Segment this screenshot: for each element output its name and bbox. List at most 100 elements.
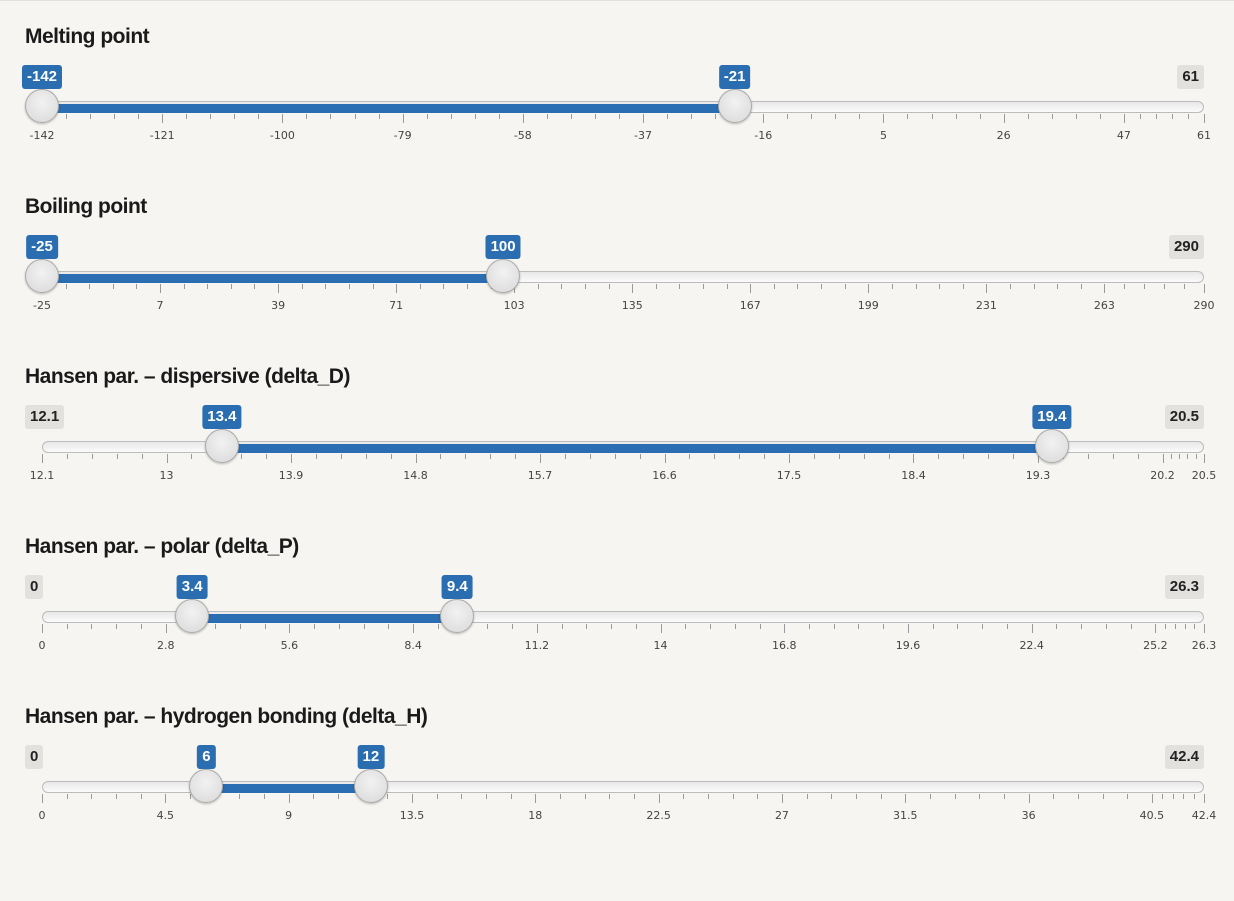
slider-range-fill <box>192 614 458 623</box>
tick-label: 26 <box>996 129 1011 142</box>
tick-label: 263 <box>1093 299 1115 312</box>
minor-tick-mark <box>585 794 586 799</box>
tick-label: 8.4 <box>404 639 422 652</box>
tick-mark <box>523 114 524 123</box>
minor-tick-mark <box>186 114 187 119</box>
tick-mark <box>1032 624 1033 633</box>
minor-tick-mark <box>264 794 265 799</box>
max-value-badge: 42.4 <box>1164 745 1204 769</box>
minor-tick-mark <box>1103 794 1104 799</box>
minor-tick-mark <box>933 624 934 629</box>
minor-tick-mark <box>1078 794 1079 799</box>
range-handle-from[interactable] <box>204 429 239 463</box>
minor-tick-mark <box>1081 284 1082 289</box>
tick-label: 0 <box>38 809 46 822</box>
tick-label: 22.4 <box>1019 639 1044 652</box>
minor-tick-mark <box>1162 794 1163 799</box>
minor-tick-mark <box>314 624 315 629</box>
minor-tick-mark <box>634 794 635 799</box>
tick-label: 0 <box>38 639 46 652</box>
tick-mark <box>165 794 166 803</box>
minor-tick-mark <box>979 794 980 799</box>
tick-mark <box>908 624 909 633</box>
tick-mark <box>416 454 417 463</box>
minor-tick-mark <box>562 624 563 629</box>
tick-label: 290 <box>1193 299 1215 312</box>
tick-mark <box>540 454 541 463</box>
tick-label: 4.5 <box>156 809 175 822</box>
minor-tick-mark <box>265 624 266 629</box>
tick-label: 25.2 <box>1143 639 1168 652</box>
range-handle-to[interactable] <box>486 259 521 293</box>
minor-tick-mark <box>1196 454 1197 459</box>
minor-tick-mark <box>511 794 512 799</box>
tick-mark <box>1204 454 1205 463</box>
minor-tick-mark <box>1194 794 1195 799</box>
range-handle-to[interactable] <box>440 599 475 633</box>
minor-tick-mark <box>956 114 957 119</box>
from-value-badge: 6 <box>197 745 216 769</box>
minor-tick-mark <box>306 114 307 119</box>
minor-tick-mark <box>487 624 488 629</box>
tick-label: 42.4 <box>1191 809 1217 822</box>
slider-label: Melting point <box>25 25 150 48</box>
tick-label: 16.6 <box>652 469 677 482</box>
minor-tick-mark <box>240 624 241 629</box>
tick-mark <box>413 624 414 633</box>
minor-tick-mark <box>1052 114 1053 119</box>
slider-hansen-dispersive: Hansen par. – dispersive (delta_D) 12.1 20… <box>0 365 1234 515</box>
minor-tick-mark <box>883 624 884 629</box>
range-handle-from[interactable] <box>175 599 210 633</box>
minor-tick-mark <box>467 284 468 289</box>
minor-tick-mark <box>988 454 989 459</box>
minor-tick-mark <box>683 794 684 799</box>
minor-tick-mark <box>636 624 637 629</box>
tick-label: -142 <box>29 129 55 142</box>
minor-tick-mark <box>1056 624 1057 629</box>
range-handle-from[interactable] <box>25 89 59 123</box>
tick-mark <box>166 624 167 633</box>
slider-melting-point: Melting point 61 -142 -121 -100 -79 -58 -37 -16 5… <box>0 25 1234 175</box>
tick-mark <box>537 624 538 633</box>
tick-mark <box>782 794 783 803</box>
minor-tick-mark <box>859 114 860 119</box>
tick-label: 47 <box>1116 129 1131 142</box>
tick-label: 9 <box>285 809 293 822</box>
minor-tick-mark <box>302 284 303 289</box>
minor-tick-mark <box>892 284 893 289</box>
tick-label: 36 <box>1021 809 1036 822</box>
tick-mark <box>1204 114 1205 123</box>
range-handle-to[interactable] <box>717 89 752 123</box>
minor-tick-mark <box>809 624 810 629</box>
minor-tick-mark <box>1187 454 1188 459</box>
minor-tick-mark <box>615 454 616 459</box>
slider-range-fill <box>206 784 371 793</box>
minor-tick-mark <box>787 114 788 119</box>
minor-tick-mark <box>366 454 367 459</box>
minor-tick-mark <box>1100 114 1101 119</box>
tick-label: 20.5 <box>1191 469 1217 482</box>
range-handle-from[interactable] <box>25 259 59 293</box>
minor-tick-mark <box>1088 454 1089 459</box>
minor-tick-mark <box>907 114 908 119</box>
minor-tick-mark <box>373 284 374 289</box>
tick-mark <box>167 454 168 463</box>
minor-tick-mark <box>560 794 561 799</box>
minor-tick-mark <box>475 114 476 119</box>
range-handle-from[interactable] <box>189 769 224 803</box>
to-value-badge: -21 <box>718 65 751 89</box>
range-handle-to[interactable] <box>353 769 388 803</box>
range-handle-to[interactable] <box>1034 429 1069 463</box>
minor-tick-mark <box>89 284 90 289</box>
max-value-badge: 26.3 <box>1164 575 1204 599</box>
minor-tick-mark <box>1127 794 1128 799</box>
minor-tick-mark <box>708 794 709 799</box>
minor-tick-mark <box>656 284 657 289</box>
slider-label: Hansen par. – hydrogen bonding (delta_H) <box>25 705 428 728</box>
minor-tick-mark <box>814 454 815 459</box>
minor-tick-mark <box>957 624 958 629</box>
tick-label: 13.5 <box>399 809 425 822</box>
tick-mark <box>289 624 290 633</box>
minor-tick-mark <box>515 454 516 459</box>
